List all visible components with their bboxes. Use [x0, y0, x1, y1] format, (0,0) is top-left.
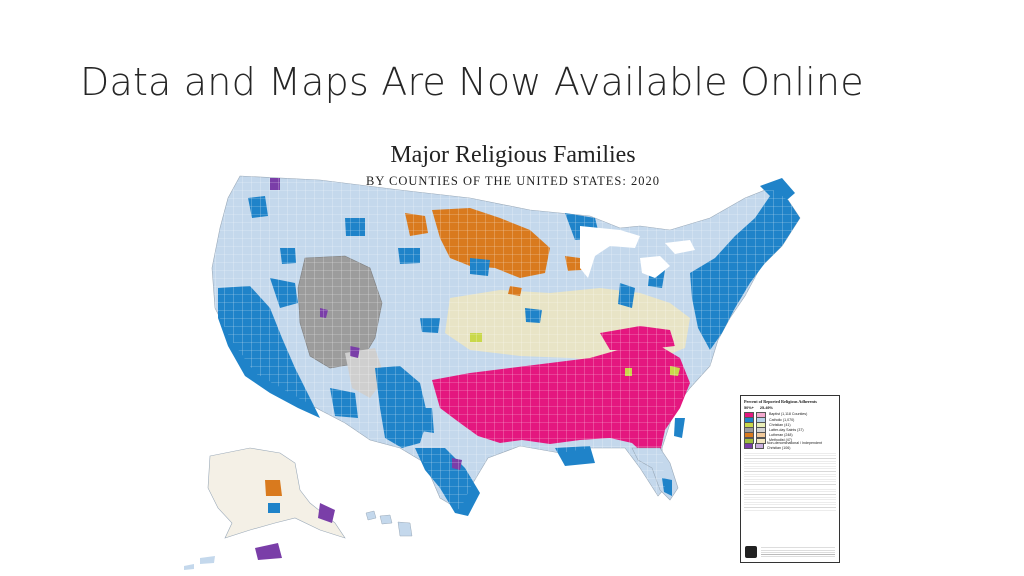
- legend-fine-print: [744, 451, 836, 486]
- legend-notes: [744, 487, 836, 512]
- legend-header: 50%+ 25-49%: [744, 406, 836, 411]
- legend-row-nondenominational: Non-denominational / Independent Christi…: [744, 441, 836, 450]
- map-subtitle: BY COUNTIES OF THE UNITED STATES: 2020: [366, 174, 660, 188]
- legend-label: Christian (41): [769, 422, 791, 427]
- legend-credits: [761, 546, 835, 558]
- legend-label: Latter-day Saints (37): [769, 427, 804, 432]
- legend-col-majority: 50%+: [744, 406, 754, 411]
- legend-title: Percent of Reported Religious Adherents: [744, 399, 817, 404]
- us-county-map: [184, 175, 801, 570]
- legend-label: Methodist (47): [769, 438, 792, 443]
- legend-col-plurality: 25-49%: [759, 406, 773, 411]
- legend-label: Non-denominational / Independent Christi…: [766, 441, 823, 450]
- religion-map-figure: Major Religious Families BY COUNTIES OF …: [170, 118, 856, 576]
- publisher-logo-icon: [745, 546, 757, 558]
- hawaii: [365, 510, 413, 537]
- slide-title: Data and Maps Are Now Available Online: [80, 60, 864, 104]
- legend-label: Baptist (1,118 Counties): [769, 412, 808, 417]
- great-lakes: [580, 226, 640, 278]
- legend-label: Catholic (1,070): [769, 417, 795, 422]
- legend-label: Lutheran (248): [769, 433, 793, 438]
- map-legend: Percent of Reported Religious Adherents …: [740, 395, 840, 563]
- map-title: Major Religious Families: [390, 142, 636, 168]
